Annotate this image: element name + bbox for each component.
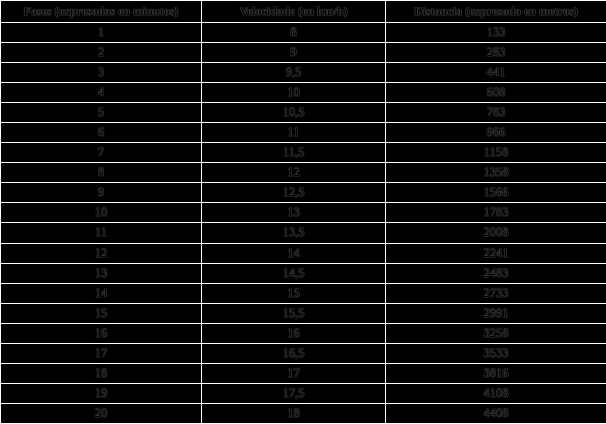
table-cell: 783 bbox=[385, 102, 606, 124]
table-cell: 15 bbox=[0, 302, 202, 324]
table-row: 17 16,5 3533 bbox=[0, 342, 606, 364]
table-cell: 10,5 bbox=[201, 102, 386, 124]
table-cell: 18 bbox=[0, 362, 202, 384]
table-row: 18 17 3816 bbox=[0, 362, 606, 384]
table-cell: 3816 bbox=[385, 362, 606, 384]
table-cell: 10 bbox=[0, 202, 202, 224]
table-cell: 11,5 bbox=[201, 142, 386, 164]
table-row: 11 13,5 2008 bbox=[0, 222, 606, 244]
table-cell: 17 bbox=[201, 362, 386, 384]
table-row: 12 14 2241 bbox=[0, 242, 606, 264]
table-cell: 8 bbox=[0, 162, 202, 184]
table-cell: 283 bbox=[385, 42, 606, 64]
table-cell: 2733 bbox=[385, 282, 606, 304]
table-cell: 9 bbox=[0, 182, 202, 204]
table-row: 4 10 608 bbox=[0, 82, 606, 104]
table-row: 6 11 966 bbox=[0, 122, 606, 144]
table-cell: 2 bbox=[0, 42, 202, 64]
header-row: Fases (expresadas en minutos) Velocidade… bbox=[0, 0, 606, 23]
table-row: 3 9,5 441 bbox=[0, 62, 606, 84]
table-cell: 10 bbox=[201, 82, 386, 104]
table-row: 20 18 4408 bbox=[0, 402, 606, 424]
table-cell: 9,5 bbox=[201, 62, 386, 84]
table-cell: 16 bbox=[0, 322, 202, 344]
table-cell: 1358 bbox=[385, 162, 606, 184]
table-cell: 19 bbox=[0, 382, 202, 404]
table-row: 7 11,5 1158 bbox=[0, 142, 606, 164]
table-cell: 2008 bbox=[385, 222, 606, 244]
table-row: 1 8 133 bbox=[0, 21, 606, 44]
table-cell: 3 bbox=[0, 62, 202, 84]
table-row: 16 16 3258 bbox=[0, 322, 606, 344]
table-cell: 13,5 bbox=[201, 222, 386, 244]
table-cell: 17,5 bbox=[201, 382, 386, 404]
table-cell: 966 bbox=[385, 122, 606, 144]
table-row: 5 10,5 783 bbox=[0, 102, 606, 124]
table-cell: 441 bbox=[385, 62, 606, 84]
table-row: 13 14,5 2483 bbox=[0, 262, 606, 284]
table-row: 9 12,5 1566 bbox=[0, 182, 606, 204]
table-cell: 11 bbox=[201, 122, 386, 144]
table-cell: 14,5 bbox=[201, 262, 386, 284]
table-cell: 1 bbox=[0, 21, 202, 44]
table-cell: 12 bbox=[0, 242, 202, 264]
table-row: 2 9 283 bbox=[0, 42, 606, 64]
table-cell: 3533 bbox=[385, 342, 606, 364]
table-cell: 12,5 bbox=[201, 182, 386, 204]
table-cell: 14 bbox=[0, 282, 202, 304]
table-cell: 4408 bbox=[385, 402, 606, 424]
table-cell: 1783 bbox=[385, 202, 606, 224]
table-cell: 4108 bbox=[385, 382, 606, 404]
table-cell: 1158 bbox=[385, 142, 606, 164]
table-cell: 13 bbox=[201, 202, 386, 224]
table-cell: 608 bbox=[385, 82, 606, 104]
table-row: 14 15 2733 bbox=[0, 282, 606, 304]
table-cell: 2483 bbox=[385, 262, 606, 284]
table-cell: 9 bbox=[201, 42, 386, 64]
column-header-distancia: Distancia (expresada en metros) bbox=[385, 0, 606, 23]
table-cell: 6 bbox=[0, 122, 202, 144]
table-cell: 14 bbox=[201, 242, 386, 264]
table-row: 15 15,5 2991 bbox=[0, 302, 606, 324]
table-cell: 16 bbox=[201, 322, 386, 344]
table-cell: 3258 bbox=[385, 322, 606, 344]
table-cell: 13 bbox=[0, 262, 202, 284]
table-cell: 2241 bbox=[385, 242, 606, 264]
table-row: 8 12 1358 bbox=[0, 162, 606, 184]
table-cell: 11 bbox=[0, 222, 202, 244]
table-cell: 15,5 bbox=[201, 302, 386, 324]
table-cell: 8 bbox=[201, 21, 386, 44]
table-row: 10 13 1783 bbox=[0, 202, 606, 224]
table-cell: 20 bbox=[0, 402, 202, 424]
table-cell: 2991 bbox=[385, 302, 606, 324]
table-cell: 15 bbox=[201, 282, 386, 304]
column-header-velocidade: Velocidade (en km/h) bbox=[201, 0, 386, 23]
table-cell: 16,5 bbox=[201, 342, 386, 364]
table-cell: 5 bbox=[0, 102, 202, 124]
table-body: 1 8 133 2 9 283 3 9,5 441 4 10 608 5 10,5 783 6 11 966 7 11… bbox=[0, 21, 606, 424]
table-cell: 4 bbox=[0, 82, 202, 104]
column-header-fases: Fases (expresadas en minutos) bbox=[0, 0, 202, 23]
table-cell: 17 bbox=[0, 342, 202, 364]
table-cell: 1566 bbox=[385, 182, 606, 204]
table-header: Fases (expresadas en minutos) Velocidade… bbox=[0, 0, 606, 23]
table-row: 19 17,5 4108 bbox=[0, 382, 606, 404]
table-cell: 7 bbox=[0, 142, 202, 164]
table-cell: 18 bbox=[201, 402, 386, 424]
table-cell: 12 bbox=[201, 162, 386, 184]
table-cell: 133 bbox=[385, 21, 606, 44]
